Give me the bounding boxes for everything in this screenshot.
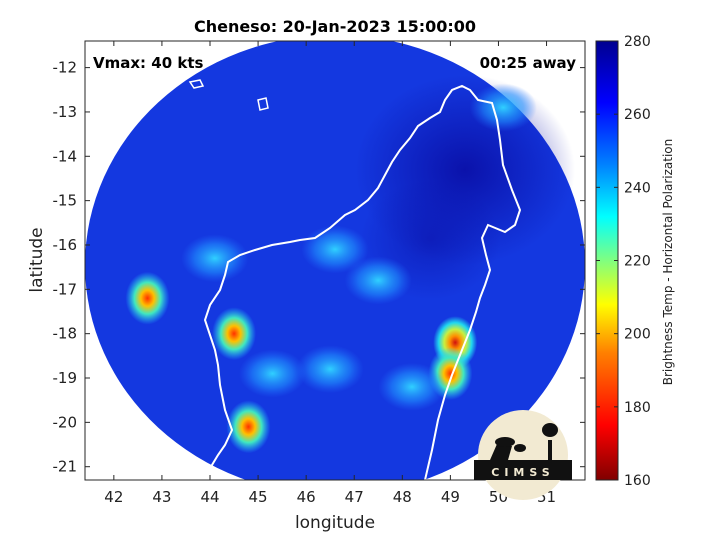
cold-feature: [212, 307, 257, 361]
cimss-logo-text: CIMSS: [491, 466, 554, 479]
axes-frame: [84, 40, 586, 481]
y-tick-label: -14: [53, 147, 78, 165]
y-tick-label: -13: [53, 103, 78, 121]
vmax-annotation: Vmax: 40 kts: [93, 54, 203, 72]
y-axis-ticks: -12 -13 -14 -15 -16 -17 -18 -19 -20 -21: [53, 59, 585, 476]
time-away-annotation: 00:25 away: [480, 54, 577, 72]
colorbar-ticks: 280 260 240 220 200 180 160: [596, 34, 651, 489]
cold-feature: [181, 234, 249, 283]
y-tick-label: -15: [53, 192, 78, 210]
x-tick-label: 46: [297, 488, 316, 506]
y-tick-label: -17: [53, 280, 78, 298]
x-tick-label: 49: [441, 488, 460, 506]
colorbar-tick-label: 280: [624, 34, 651, 50]
x-axis-ticks: 42 43 44 45 46 47 48 49 50 51: [104, 41, 556, 506]
x-axis-label: longitude: [295, 513, 375, 533]
y-tick-label: -12: [53, 59, 78, 77]
cold-feature: [301, 225, 369, 274]
cold-feature: [226, 400, 271, 454]
x-tick-label: 43: [152, 488, 171, 506]
y-tick-label: -18: [53, 325, 78, 343]
colorbar-tick-label: 180: [624, 400, 651, 416]
x-tick-label: 48: [393, 488, 412, 506]
x-tick-label: 45: [249, 488, 268, 506]
colorbar-tick-label: 160: [624, 473, 651, 489]
colorbar-tick-label: 200: [624, 327, 651, 343]
x-tick-label: 47: [345, 488, 364, 506]
cold-feature: [344, 256, 412, 305]
chart-title: Cheneso: 20-Jan-2023 15:00:00: [194, 17, 476, 36]
cold-features-layer: [125, 83, 537, 454]
x-tick-label: 44: [200, 488, 219, 506]
x-tick-label: 42: [104, 488, 123, 506]
coastline-mozambique: [174, 41, 196, 73]
cold-feature: [238, 349, 307, 398]
cimss-logo: CIMSS: [474, 410, 572, 500]
cold-feature: [469, 83, 537, 132]
colorbar-tick-label: 220: [624, 254, 651, 270]
colorbar-tick-label: 240: [624, 180, 651, 196]
y-axis-label: latitude: [27, 227, 47, 292]
coastline-comoros: [188, 79, 269, 111]
cold-feature: [296, 345, 364, 394]
y-tick-label: -21: [53, 458, 78, 476]
cold-feature: [378, 362, 446, 411]
cold-feature: [125, 271, 170, 325]
colorbar-tick-label: 260: [624, 107, 651, 123]
coastline-madagascar: [203, 84, 522, 480]
colorbar-label: Brightness Temp - Horizontal Polarizatio…: [661, 139, 675, 386]
y-tick-label: -20: [53, 413, 78, 431]
y-tick-label: -16: [53, 236, 78, 254]
y-tick-label: -19: [53, 369, 78, 387]
